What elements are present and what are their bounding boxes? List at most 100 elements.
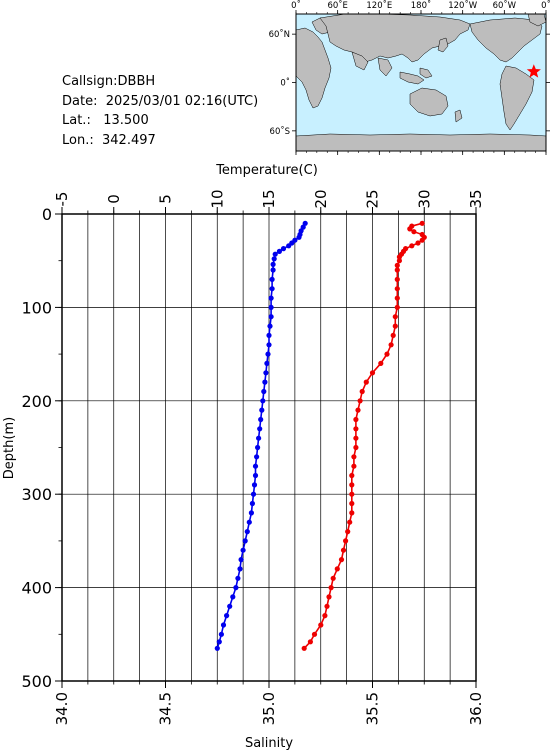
depth-tick-label: 300 <box>21 485 52 504</box>
salinity-point <box>328 585 334 591</box>
salinity-point <box>353 426 359 432</box>
temperature-tick-label: 35 <box>467 189 485 208</box>
map-lon-label: 120˚E <box>366 0 392 11</box>
temperature-point <box>230 594 236 600</box>
temperature-point <box>268 314 274 320</box>
y-axis-title: Depth(m) <box>2 417 17 479</box>
salinity-point <box>351 454 357 460</box>
salinity-tick-label: 35.5 <box>364 692 382 725</box>
map-axes: 0˚ 60˚E 120˚E 180˚ 120˚W 60˚W 0˚ 60˚N 0˚ 60˚S <box>269 0 551 155</box>
temperature-point <box>276 248 282 254</box>
salinity-point <box>394 262 400 268</box>
salinity-point <box>407 226 413 232</box>
salinity-point <box>349 491 355 497</box>
temperature-point <box>255 444 261 451</box>
depth-tick-label: 400 <box>21 579 52 598</box>
temperature-point <box>270 261 276 267</box>
lat-label: Lat.: <box>62 113 91 128</box>
temperature-point <box>268 304 274 310</box>
map-lat-label: 60˚N <box>269 29 290 40</box>
lat-value: 13.500 <box>103 113 149 128</box>
map-lat-label: 0˚ <box>280 78 290 89</box>
series-layer <box>214 220 427 651</box>
lon-label: Lon.: <box>62 132 94 148</box>
temperature-tick-label: 20 <box>312 189 330 208</box>
map-lon-label: 60˚E <box>327 0 347 11</box>
temperature-point <box>235 575 241 581</box>
salinity-point <box>359 388 365 395</box>
temperature-point <box>296 234 302 240</box>
temperature-point <box>252 472 259 479</box>
salinity-tick-label: 36.0 <box>467 692 485 725</box>
salinity-point <box>394 295 400 301</box>
temperature-point <box>261 388 267 395</box>
temperature-point <box>260 398 266 404</box>
temperature-point <box>262 379 268 385</box>
temperature-point <box>266 342 272 348</box>
salinity-point <box>349 482 355 488</box>
salinity-point <box>396 254 402 260</box>
salinity-point <box>419 220 425 226</box>
salinity-point <box>349 500 355 507</box>
salinity-tick-label: 34.0 <box>53 692 71 725</box>
temperature-point <box>237 566 243 572</box>
salinity-point <box>343 538 349 544</box>
temperature-point <box>286 243 292 249</box>
temperature-series <box>214 220 308 651</box>
temperature-tick-label: 15 <box>260 189 278 208</box>
salinity-point <box>349 510 355 516</box>
temperature-point <box>265 351 271 357</box>
map-marker-layer <box>526 64 541 78</box>
temperature-point <box>252 463 259 469</box>
depth-tick-label: 100 <box>21 298 52 317</box>
temperature-point <box>244 529 250 535</box>
temperature-point <box>269 276 275 282</box>
lat-line: Lat.: 13.500 <box>62 111 258 131</box>
temperature-tick-label: 30 <box>415 189 433 208</box>
salinity-point <box>415 240 421 246</box>
map-lat-label: 60˚S <box>270 126 290 137</box>
salinity-point <box>338 557 345 563</box>
salinity-tick-label: 35.0 <box>260 692 278 725</box>
temperature-point <box>218 631 224 637</box>
map-lon-label: 0˚ <box>291 0 301 11</box>
temperature-point <box>258 416 264 423</box>
temperature-point <box>264 360 270 366</box>
map-lon-label: 180˚ <box>411 0 431 11</box>
salinity-point <box>394 286 400 292</box>
temperature-tick-label: 10 <box>208 189 226 208</box>
salinity-point <box>378 360 384 366</box>
depth-tick-label: 0 <box>42 205 52 224</box>
salinity-point <box>396 258 402 264</box>
map-lon-label: 0˚ <box>541 0 551 11</box>
temperature-point <box>254 454 260 460</box>
temperature-tick-label: 0 <box>105 194 123 204</box>
temperature-point <box>250 491 257 497</box>
temperature-tick-label: -5 <box>53 192 71 207</box>
salinity-point <box>326 594 332 600</box>
callsign-text: Callsign:DBBH <box>62 74 156 89</box>
temperature-point <box>248 510 254 516</box>
temperature-point <box>216 639 222 645</box>
temperature-point <box>266 332 272 338</box>
salinity-point <box>355 407 361 413</box>
temperature-point <box>220 622 227 628</box>
temperature-point <box>256 435 262 441</box>
temperature-point <box>233 585 239 591</box>
salinity-point <box>394 304 400 310</box>
top-axis-title: Temperature(C) <box>215 163 318 178</box>
map-lon-label: 120˚W <box>448 0 477 11</box>
date-line: Date: 2025/03/01 02:16(UTC) <box>62 92 258 112</box>
lon-line: Lon.: 342.497 <box>62 131 258 151</box>
salinity-point <box>351 463 357 469</box>
station-info: Callsign:DBBH Date: 2025/03/01 02:16(UTC… <box>62 72 258 150</box>
salinity-point <box>363 379 369 385</box>
salinity-point <box>349 472 355 479</box>
date-label: Date: <box>62 93 98 109</box>
temperature-point <box>249 500 255 507</box>
salinity-point <box>353 435 359 441</box>
salinity-point <box>322 613 328 619</box>
salinity-point <box>301 645 307 651</box>
